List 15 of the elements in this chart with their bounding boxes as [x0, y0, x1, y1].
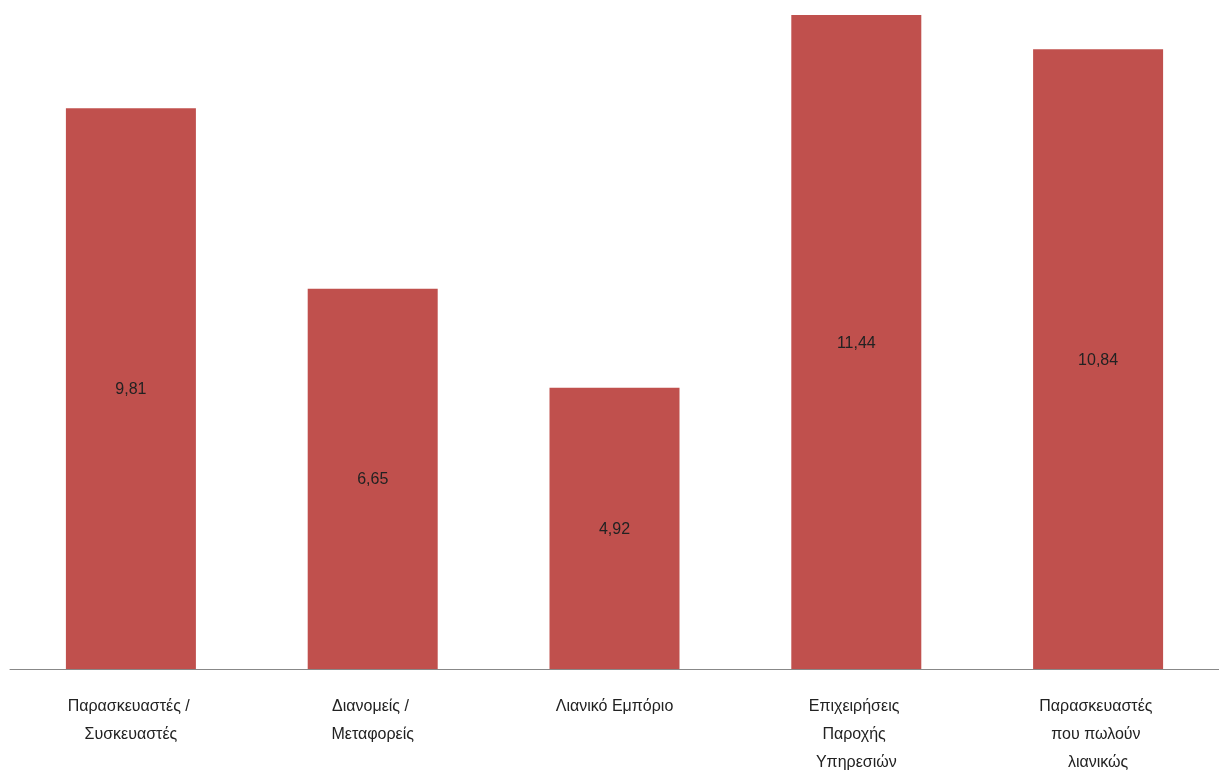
data-label: 6,65 — [357, 470, 389, 488]
bar — [549, 387, 680, 669]
bar — [1033, 49, 1164, 669]
bar — [65, 108, 196, 669]
data-label: 4,92 — [598, 519, 631, 537]
x-tick-label: Παρασκευαστές / Συσκευαστές — [67, 696, 195, 742]
x-tick-label: Διανομείς / Μεταφορείς — [331, 696, 415, 742]
x-tick-label: Παρασκευαστές που πωλούν λιανικώς — [1039, 696, 1157, 770]
data-label: 10,84 — [1078, 350, 1119, 368]
bar — [791, 15, 922, 669]
x-tick-label: Λιανικό Εμπόριο — [555, 696, 674, 714]
bar — [307, 288, 438, 669]
x-tick-label: Επιχειρήσεις Παροχής Υπηρεσιών — [808, 696, 904, 770]
data-label: 11,44 — [836, 333, 876, 351]
data-label: 9,81 — [115, 380, 147, 398]
